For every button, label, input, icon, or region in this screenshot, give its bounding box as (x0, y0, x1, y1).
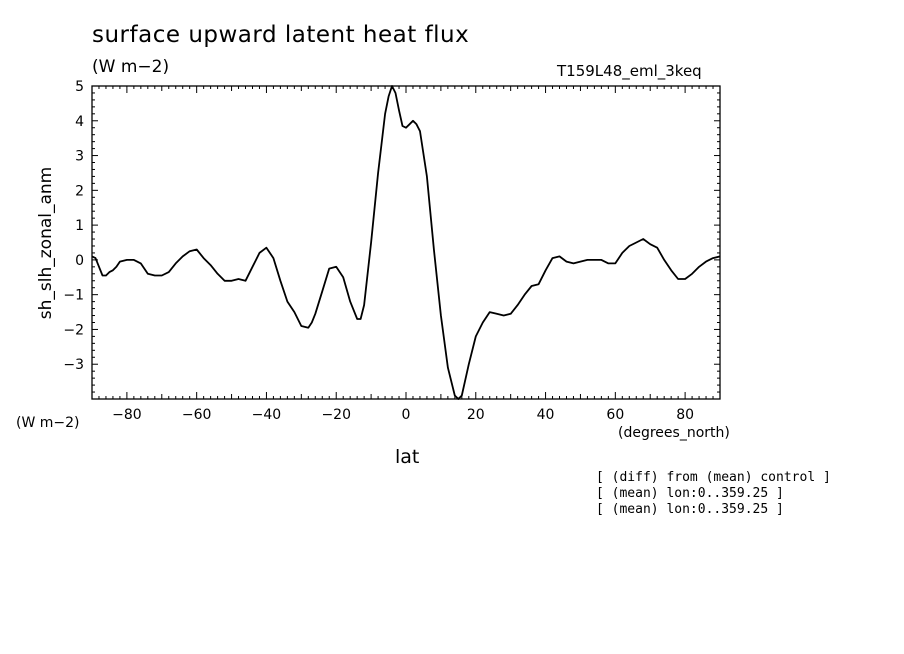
y-tick-label: 1 (75, 218, 84, 234)
chart-title: surface upward latent heat flux (92, 22, 470, 48)
y-axis-label: sh_slh_zonal_anm (36, 166, 56, 320)
operation-note: [ (mean) lon:0..359.25 ] (596, 502, 784, 517)
operation-note: [ (mean) lon:0..359.25 ] (596, 486, 784, 501)
y-tick-label: 0 (75, 253, 84, 269)
series-group (92, 85, 720, 400)
y-tick-label: −1 (63, 288, 84, 304)
y-tick-label: −2 (63, 322, 84, 338)
y-tick-label: 4 (75, 114, 84, 130)
chart-units: (W m−2) (92, 57, 170, 77)
plot-frame (91, 85, 721, 400)
y-axis-ticks: −3 −2 −1 0 1 2 3 4 5 (63, 79, 720, 400)
series-line (92, 85, 720, 400)
run-id-label: T159L48_eml_3keq (557, 62, 702, 80)
x-tick-label: 80 (676, 407, 694, 423)
operation-note: [ (diff) from (mean) control ] (596, 470, 831, 485)
x-tick-label: 0 (402, 407, 411, 423)
x-tick-label: −60 (182, 407, 212, 423)
x-tick-label: 60 (606, 407, 624, 423)
y-tick-label: −3 (63, 357, 84, 373)
x-tick-label: 20 (467, 407, 485, 423)
y-tick-label: 3 (75, 149, 84, 165)
x-axis-units: (degrees_north) (618, 425, 730, 441)
x-axis-label: lat (395, 446, 420, 468)
x-tick-label: −20 (321, 407, 351, 423)
x-tick-label: −80 (112, 407, 142, 423)
y-axis-units: (W m−2) (16, 415, 80, 431)
y-tick-label: 2 (75, 183, 84, 199)
x-tick-label: −40 (252, 407, 282, 423)
y-tick-label: 5 (75, 79, 84, 95)
x-tick-label: 40 (537, 407, 555, 423)
